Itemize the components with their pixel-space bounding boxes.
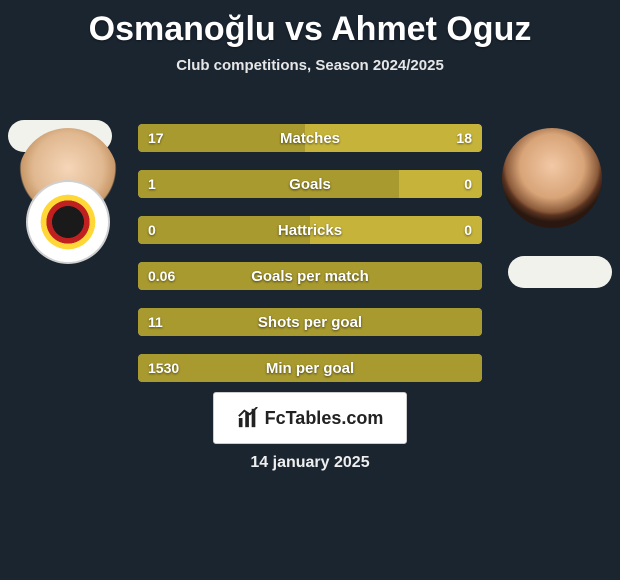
bar-value-left: 17 <box>138 124 174 152</box>
bar-value-left: 0.06 <box>138 262 185 290</box>
player-avatar-right <box>502 128 602 228</box>
bar-value-left: 0 <box>138 216 166 244</box>
brand-label: FcTables.com <box>265 408 384 429</box>
club-badge-left <box>26 180 110 264</box>
bar-row: Hattricks0 0 <box>138 216 482 244</box>
subtitle: Club competitions, Season 2024/2025 <box>0 57 620 74</box>
brand-box[interactable]: FcTables.com <box>213 392 407 444</box>
pill-right <box>508 256 612 288</box>
bar-value-right: 0 <box>454 216 482 244</box>
bar-value-left: 1 <box>138 170 166 198</box>
bar-value-right: 18 <box>446 124 482 152</box>
bar-row: Goals per match0.06 <box>138 262 482 290</box>
bar-value-right: 0 <box>454 170 482 198</box>
bar-label: Min per goal <box>138 354 482 382</box>
bar-row: Goals1 0 <box>138 170 482 198</box>
bar-value-left: 1530 <box>138 354 189 382</box>
page-title: Osmanoğlu vs Ahmet Oguz <box>0 0 620 49</box>
bar-row: Matches17 18 <box>138 124 482 152</box>
bar-label: Goals per match <box>138 262 482 290</box>
date-label: 14 january 2025 <box>0 454 620 472</box>
bar-label: Goals <box>138 170 482 198</box>
bar-label: Hattricks <box>138 216 482 244</box>
chart-icon <box>237 407 259 429</box>
bar-label: Shots per goal <box>138 308 482 336</box>
bar-value-left: 11 <box>138 308 173 336</box>
bar-row: Min per goal1530 <box>138 354 482 382</box>
bar-label: Matches <box>138 124 482 152</box>
bar-row: Shots per goal11 <box>138 308 482 336</box>
comparison-bars: Matches1718Goals10Hattricks00Goals per m… <box>138 124 482 400</box>
